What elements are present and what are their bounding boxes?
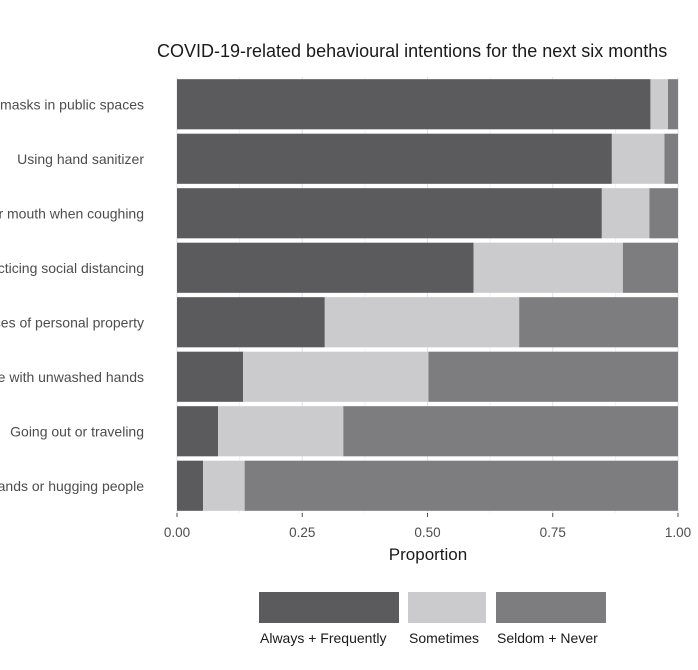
bar-segment-always-frequently — [177, 297, 325, 348]
bar-segment-seldom-never — [244, 460, 678, 511]
x-tick-label: 0.75 — [540, 525, 566, 540]
legend-key-sometimes — [408, 592, 486, 623]
bar-segment-seldom-never — [667, 79, 678, 130]
category-label: Wearing face masks in public spaces — [0, 96, 144, 112]
bars — [177, 79, 678, 511]
bar-segment-sometimes — [324, 297, 520, 348]
bar-segment-seldom-never — [649, 188, 678, 239]
bar-segment-always-frequently — [177, 242, 474, 293]
bar-segment-always-frequently — [177, 460, 204, 511]
x-tick-label: 0.50 — [414, 525, 440, 540]
legend-label: Always + Frequently — [260, 630, 386, 646]
category-label: Using hand sanitizer — [17, 151, 144, 167]
bar-segment-always-frequently — [177, 133, 612, 184]
bar-segment-sometimes — [601, 188, 650, 239]
x-axis-ticks: 0.00 0.25 0.50 0.75 1.00 — [164, 513, 691, 540]
legend-label: Seldom + Never — [497, 630, 598, 646]
category-label: Covering your mouth when coughing — [0, 205, 144, 221]
category-label: Touching your face with unwashed hands — [0, 369, 144, 385]
legend-key-always-frequently — [259, 592, 399, 623]
category-label: Shaking hands or hugging people — [0, 478, 144, 494]
chart-title: COVID-19-related behavioural intentions … — [157, 41, 667, 61]
bar-segment-seldom-never — [343, 406, 678, 457]
bar-segment-seldom-never — [622, 242, 678, 293]
bar-segment-always-frequently — [177, 79, 651, 130]
bar-segment-always-frequently — [177, 406, 219, 457]
x-tick-label: 0.25 — [289, 525, 315, 540]
legend-label: Sometimes — [409, 630, 479, 646]
legend-key-seldom-never — [496, 592, 606, 623]
bar-segment-always-frequently — [177, 188, 602, 239]
legend: Always + Frequently Sometimes Seldom + Nev… — [259, 592, 606, 646]
bar-segment-sometimes — [611, 133, 665, 184]
bar-segment-seldom-never — [519, 297, 678, 348]
bar-segment-sometimes — [203, 460, 245, 511]
category-label: Going out or traveling — [10, 423, 144, 439]
bar-segment-sometimes — [218, 406, 344, 457]
x-axis-title: Proportion — [389, 545, 467, 564]
x-tick-label: 0.00 — [164, 525, 190, 540]
category-labels: Wearing face masks in public spaces Using… — [0, 96, 144, 494]
bar-segment-seldom-never — [428, 351, 678, 402]
x-tick-label: 1.00 — [665, 525, 691, 540]
category-label: Practicing social distancing — [0, 260, 144, 276]
bar-segment-always-frequently — [177, 351, 244, 402]
category-label: Disinfecting surfaces of personal proper… — [0, 314, 144, 330]
bar-segment-seldom-never — [664, 133, 678, 184]
bar-segment-sometimes — [473, 242, 623, 293]
bar-segment-sometimes — [243, 351, 429, 402]
bar-segment-sometimes — [650, 79, 668, 130]
